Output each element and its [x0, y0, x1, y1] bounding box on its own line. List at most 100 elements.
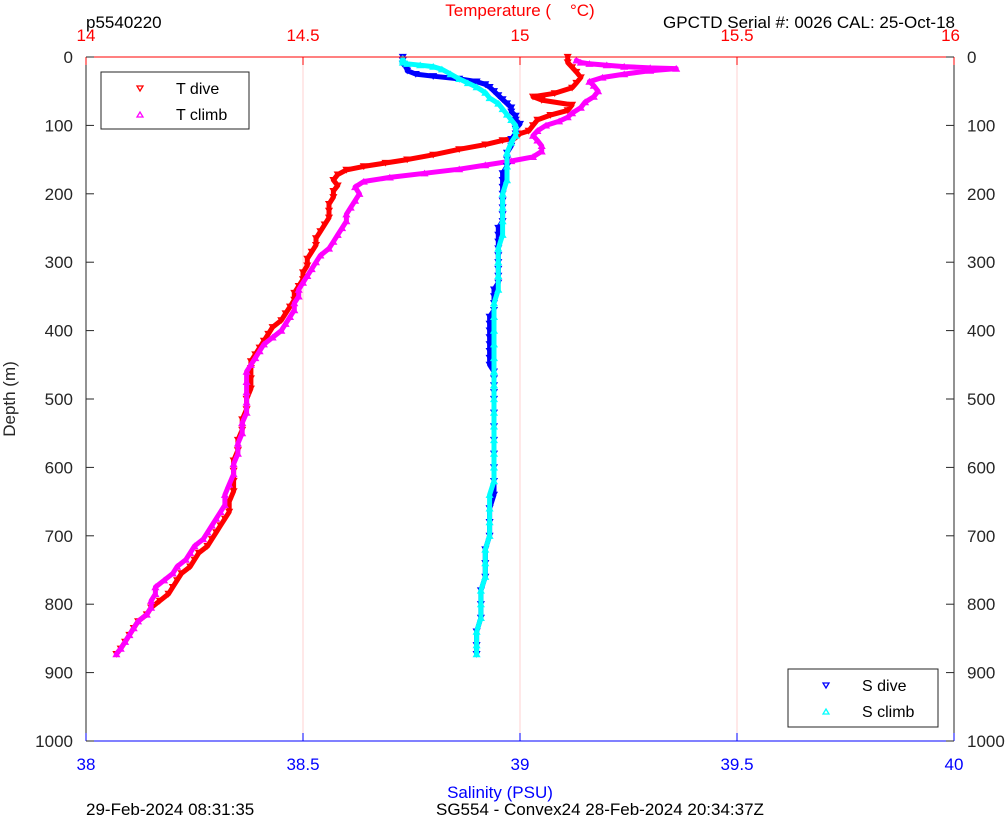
s-climb-point — [437, 65, 446, 73]
t-dive-point — [481, 141, 490, 149]
t-dive-point — [563, 59, 572, 67]
s-dive-point — [494, 224, 503, 232]
s-climb-point — [485, 491, 494, 498]
t-climb-point — [238, 429, 247, 437]
s-climb-point — [489, 354, 499, 362]
t-dive-point — [342, 166, 351, 174]
t-dive-point — [316, 228, 325, 236]
t-dive-point — [568, 84, 577, 92]
s-climb-point — [489, 450, 499, 457]
t-dive-point — [537, 96, 546, 104]
t-climb-point — [338, 224, 347, 232]
t-dive-point — [225, 508, 234, 516]
t-dive-point — [568, 64, 577, 71]
t-dive-point — [303, 255, 312, 263]
temperature-tick-label: 15.5 — [720, 26, 753, 45]
s-climb-point — [429, 62, 438, 70]
t-climb-point — [329, 238, 338, 245]
t-climb-point — [160, 576, 169, 584]
s-climb-point — [502, 149, 512, 156]
t-climb-point — [507, 157, 516, 165]
s-climb-point — [463, 79, 472, 87]
s-climb-point — [511, 127, 520, 134]
t-climb-point — [594, 87, 603, 95]
salinity-tick-label: 38 — [77, 755, 96, 774]
t-dive-point — [550, 90, 559, 97]
t-climb-point — [346, 203, 355, 211]
s-dive-point — [498, 177, 507, 184]
s-climb-point — [489, 367, 499, 375]
s-climb-point — [498, 217, 507, 225]
s-dive-point — [485, 361, 494, 369]
t-climb-point — [259, 340, 268, 348]
t-dive-point — [572, 68, 581, 76]
depth-tick-label-left: 700 — [45, 527, 73, 546]
temperature-tick-label: 14.5 — [286, 26, 319, 45]
depth-axis-label: Depth (m) — [0, 361, 19, 437]
s-dive-point — [511, 112, 520, 120]
t-climb-point — [298, 279, 308, 286]
s-dive-point — [472, 78, 481, 86]
t-dive-point — [455, 146, 464, 153]
t-climb-point — [385, 173, 394, 181]
t-climb-point — [116, 645, 125, 652]
temperature-grid — [302, 57, 738, 741]
s-climb-point — [494, 258, 503, 266]
s-climb-point — [511, 121, 520, 129]
s-climb-point — [472, 650, 481, 658]
t-dive-point — [524, 127, 533, 135]
depth-tick-label-left: 900 — [45, 664, 73, 683]
s-climb-point — [489, 381, 499, 389]
profile-id-label: p5540220 — [86, 13, 162, 32]
t-climb-point — [342, 210, 351, 218]
s-dive-point — [494, 92, 503, 99]
t-climb-point — [290, 299, 299, 307]
t-dive-point — [186, 563, 195, 571]
t-dive-point — [246, 375, 255, 383]
temperature-tick-label: 16 — [941, 26, 960, 45]
t-climb-point — [147, 597, 156, 604]
depth-tick-label-left: 0 — [64, 48, 73, 67]
s-climb-point — [485, 532, 494, 539]
t-dive-point — [298, 269, 308, 277]
t-climb-legend-label: T climb — [176, 107, 227, 124]
s-climb-point — [502, 110, 512, 118]
t-climb-point — [420, 169, 429, 177]
t-climb-point — [333, 231, 342, 238]
temperature-legend: T dive T climb — [100, 71, 250, 130]
depth-tick-label-right: 200 — [967, 185, 995, 204]
depth-tick-label-left: 300 — [45, 253, 73, 272]
t-climb-legend-marker — [135, 110, 145, 118]
t-climb-point — [168, 569, 177, 577]
depth-tick-label-left: 400 — [45, 322, 73, 341]
t-climb-point — [277, 326, 286, 334]
depth-tick-label-right: 400 — [967, 322, 995, 341]
t-dive-point — [190, 556, 199, 564]
t-dive-point — [246, 385, 255, 393]
t-dive-point — [229, 488, 238, 495]
t-climb-point — [233, 450, 242, 457]
salinity-legend: S dive S climb — [787, 668, 939, 728]
t-climb-point — [134, 617, 143, 625]
s-climb-point — [472, 641, 481, 649]
t-climb-point — [290, 306, 299, 314]
t-climb-point — [294, 285, 303, 293]
t-climb-point — [229, 470, 238, 478]
depth-tick-label-left: 800 — [45, 595, 73, 614]
s-climb-point — [489, 409, 499, 416]
mission-label: SG554 - Convex24 28-Feb-2024 20:34:37Z — [436, 800, 764, 819]
depth-tick-label-left: 200 — [45, 185, 73, 204]
t-dive-point — [576, 74, 585, 82]
s-dive-point — [515, 120, 525, 128]
t-climb-point — [576, 103, 585, 111]
t-climb-point — [316, 251, 325, 259]
s-dive-point — [494, 231, 503, 239]
t-climb-point — [199, 535, 208, 543]
t-dive-point — [225, 498, 234, 506]
t-climb-point — [216, 508, 225, 516]
s-climb-point — [498, 190, 507, 197]
s-dive-point — [485, 320, 494, 328]
t-climb-point — [233, 439, 242, 447]
t-dive-point — [311, 235, 321, 242]
